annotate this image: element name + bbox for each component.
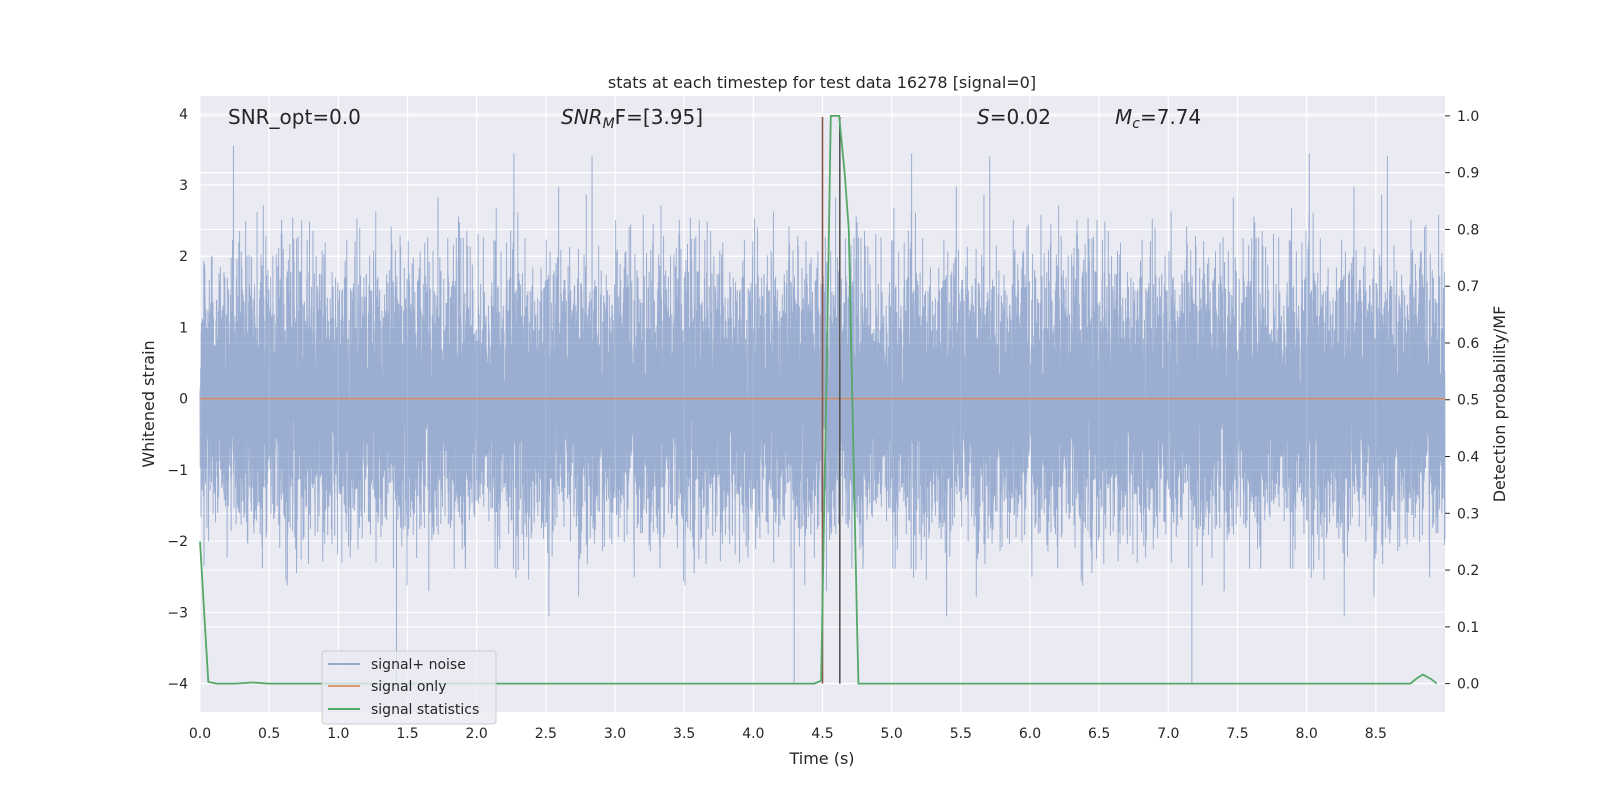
x-tick-label: 6.0 [1019, 726, 1041, 742]
y2-tick-label: 0.8 [1457, 222, 1479, 238]
annotation-snr-mf: SNRMF=[3.95] [561, 105, 703, 132]
y-tick-label: 0 [179, 392, 188, 408]
y2-tick-label: 0.1 [1457, 620, 1479, 636]
y2-axis-title: Detection probability/MF [1490, 306, 1509, 503]
y-tick-label: −3 [167, 605, 188, 621]
x-tick-label: 4.5 [811, 726, 833, 742]
y2-tick-label: 0.7 [1457, 279, 1479, 295]
y-tick-label: 4 [179, 107, 188, 123]
annotation-s-label: S [977, 105, 990, 129]
annotation-mc-base: M [1115, 105, 1132, 129]
x-tick-label: 0.5 [258, 726, 280, 742]
y2-tick-label: 0.0 [1457, 677, 1479, 693]
x-tick-label: 3.0 [604, 726, 626, 742]
x-tick-label: 1.0 [327, 726, 349, 742]
x-tick-label: 5.5 [950, 726, 972, 742]
y-tick-label: −1 [167, 463, 188, 479]
legend-label-signal-statistics: signal statistics [371, 702, 479, 718]
x-tick-label: 8.0 [1296, 726, 1318, 742]
x-tick-label: 8.5 [1365, 726, 1387, 742]
annotation-snr-opt: SNR_opt=0.0 [228, 105, 361, 129]
legend-label-signal-noise: signal+ noise [371, 657, 466, 673]
x-tick-label: 1.5 [396, 726, 418, 742]
x-tick-label: 2.5 [535, 726, 557, 742]
x-tick-label: 2.0 [466, 726, 488, 742]
chart-title: stats at each timestep for test data 162… [608, 73, 1036, 92]
annotation-snr-mf-rest: F=[3.95] [615, 105, 703, 129]
legend: signal+ noise signal only signal statist… [321, 650, 497, 725]
annotation-mc: Mc=7.74 [1115, 105, 1201, 132]
y-axis-title: Whitened strain [139, 340, 158, 467]
x-tick-label: 3.5 [673, 726, 695, 742]
x-tick-label: 0.0 [189, 726, 211, 742]
y-tick-label: −2 [167, 534, 188, 550]
x-axis-ticks: 0.0 0.5 1.0 1.5 2.0 2.5 3.0 3.5 4.0 4.5 5.0 5.5 6.0 6… [189, 726, 1387, 742]
x-tick-label: 7.5 [1226, 726, 1248, 742]
y-tick-label: 3 [179, 178, 188, 194]
y2-tick-label: 0.5 [1457, 393, 1479, 409]
legend-box [321, 650, 497, 725]
annotation-s: S=0.02 [977, 105, 1051, 129]
y-tick-label: 1 [179, 320, 188, 336]
legend-label-signal-only: signal only [371, 679, 446, 695]
y2-tick-label: 0.6 [1457, 336, 1479, 352]
y2-tick-label: 0.3 [1457, 506, 1479, 522]
y2-tick-label: 1.0 [1457, 109, 1479, 125]
y2-axis-ticks: 1.0 0.9 0.8 0.7 0.6 0.5 0.4 0.3 0.2 0.1 0.0 [1445, 109, 1479, 693]
x-axis-title: Time (s) [788, 749, 854, 768]
x-tick-label: 7.0 [1157, 726, 1179, 742]
vertical-markers [199, 114, 1438, 685]
annotation-mc-value: =7.74 [1140, 105, 1201, 129]
annotation-s-value: =0.02 [990, 105, 1051, 129]
y2-tick-label: 0.2 [1457, 563, 1479, 579]
annotation-mc-sub: c [1132, 116, 1140, 132]
y-tick-label: −4 [167, 677, 188, 693]
x-tick-label: 6.5 [1088, 726, 1110, 742]
y2-tick-label: 0.4 [1457, 450, 1479, 466]
y2-tick-label: 0.9 [1457, 166, 1479, 182]
y-tick-label: 2 [179, 249, 188, 265]
y-axis-ticks: 4 3 2 1 0 −1 −2 −3 −4 [167, 107, 188, 693]
annotation-snr-mf-sub: M [603, 116, 615, 132]
x-tick-label: 4.0 [742, 726, 764, 742]
annotation-snr-mf-base: SNR [561, 105, 603, 129]
series-signal-statistics [199, 114, 1438, 685]
x-tick-label: 5.0 [881, 726, 903, 742]
